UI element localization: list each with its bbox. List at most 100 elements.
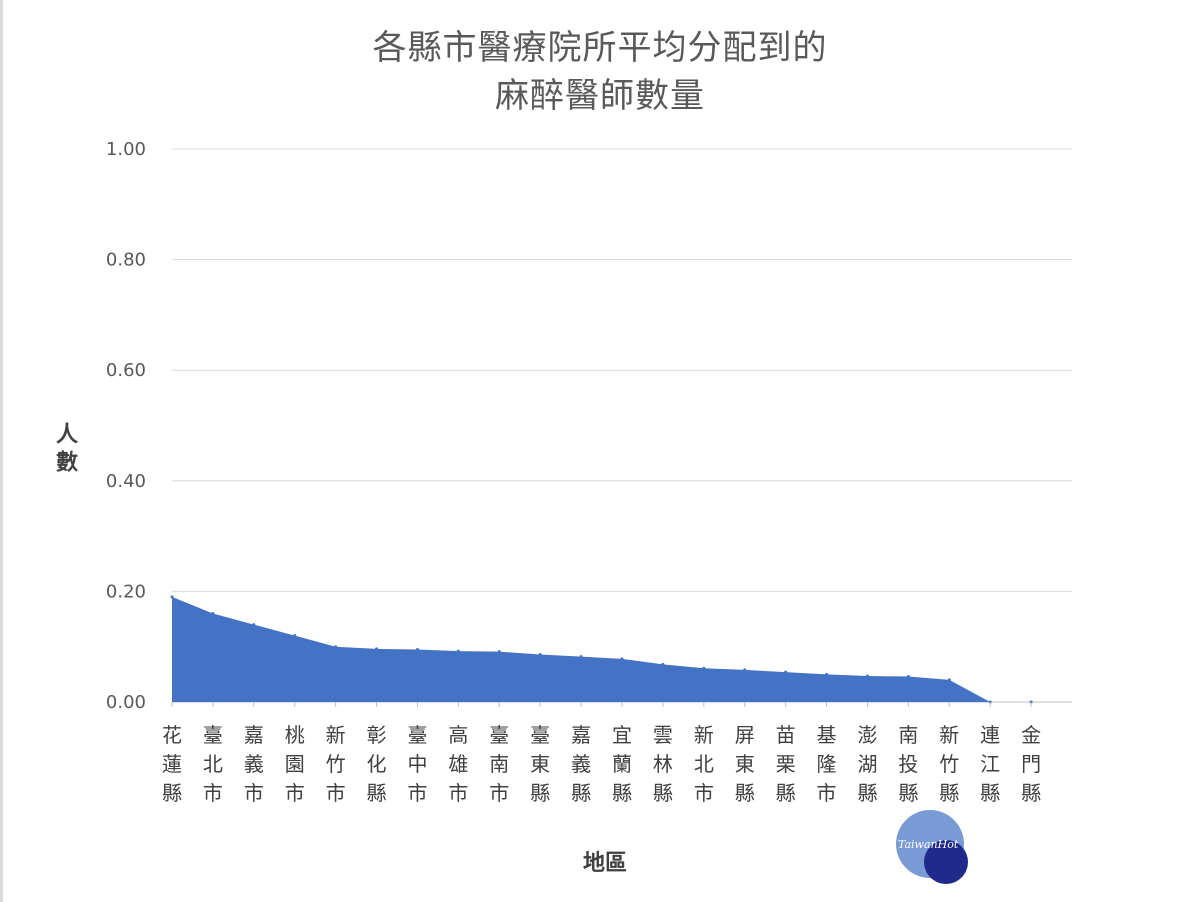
x-tick-char: 彰 [367, 723, 387, 747]
x-tick-char: 縣 [367, 781, 387, 805]
x-tick-char: 苗 [776, 723, 796, 747]
x-tick-char: 南 [489, 752, 509, 776]
data-point [293, 634, 297, 638]
x-tick-label: 臺北市 [203, 723, 223, 805]
x-tick-label: 臺東縣 [530, 723, 550, 805]
x-tick-char: 竹 [939, 752, 959, 776]
data-point [620, 657, 624, 661]
x-tick-char: 江 [980, 752, 1000, 776]
taiwanhot-logo: TaiwanHot [896, 810, 976, 884]
data-point [334, 645, 338, 649]
x-tick-char: 南 [898, 723, 918, 747]
x-tick-char: 東 [735, 752, 755, 776]
chart-title-line-2: 麻醉醫師數量 [495, 76, 705, 116]
y-tick-label: 0.40 [106, 471, 146, 492]
x-tick-label: 臺中市 [407, 723, 427, 805]
x-tick-label: 宜蘭縣 [612, 723, 632, 805]
x-tick-char: 屏 [735, 723, 755, 747]
x-tick-char: 縣 [735, 781, 755, 805]
x-tick-label: 澎湖縣 [857, 723, 877, 805]
x-tick-char: 臺 [203, 723, 223, 747]
data-point [375, 647, 379, 651]
x-tick-char: 縣 [776, 781, 796, 805]
x-tick-char: 縣 [857, 781, 877, 805]
x-tick-char: 金 [1021, 723, 1041, 747]
x-tick-label: 桃園市 [285, 723, 305, 805]
data-point [947, 678, 951, 682]
x-tick-char: 臺 [407, 723, 427, 747]
x-tick-label: 新竹縣 [939, 723, 959, 805]
data-point [170, 595, 174, 599]
x-tick-char: 新 [939, 723, 959, 747]
x-tick-char: 北 [203, 752, 223, 776]
x-tick-char: 隆 [817, 752, 837, 776]
x-tick-label: 南投縣 [898, 723, 918, 805]
x-tick-char: 嘉 [571, 723, 591, 747]
x-tick-label: 新北市 [694, 723, 714, 805]
data-point [865, 674, 869, 678]
x-tick-char: 蘭 [612, 752, 632, 776]
x-tick-char: 市 [203, 781, 223, 805]
x-axis-label: 地區 [582, 851, 627, 876]
x-tick-char: 市 [448, 781, 468, 805]
x-tick-char: 蓮 [162, 752, 182, 776]
x-tick-label: 屏東縣 [735, 723, 755, 805]
x-tick-char: 縣 [980, 781, 1000, 805]
data-point [415, 647, 419, 651]
x-tick-char: 林 [653, 752, 673, 776]
x-tick-char: 縣 [571, 781, 591, 805]
x-tick-char: 新 [326, 723, 346, 747]
x-tick-label: 金門縣 [1021, 723, 1041, 805]
x-tick-label: 連江縣 [980, 723, 1000, 805]
data-point [497, 650, 501, 654]
data-point [579, 655, 583, 659]
x-tick-char: 高 [448, 723, 468, 747]
x-tick-char: 縣 [939, 781, 959, 805]
x-tick-char: 市 [817, 781, 837, 805]
x-tick-label: 臺南市 [489, 723, 509, 805]
y-tick-label: 0.00 [106, 692, 146, 713]
x-tick-char: 市 [489, 781, 509, 805]
x-tick-char: 市 [285, 781, 305, 805]
x-tick-char: 市 [694, 781, 714, 805]
x-tick-label: 花蓮縣 [162, 723, 182, 805]
x-tick-label: 嘉義市 [244, 723, 264, 805]
data-point [252, 623, 256, 627]
data-point [538, 652, 542, 656]
x-tick-char: 縣 [653, 781, 673, 805]
x-tick-char: 化 [367, 752, 387, 776]
x-tick-char: 嘉 [244, 723, 264, 747]
x-tick-char: 澎 [857, 723, 877, 747]
data-point [743, 668, 747, 672]
x-tick-label: 嘉義縣 [571, 723, 591, 805]
x-tick-label: 雲林縣 [653, 723, 673, 805]
data-point [661, 662, 665, 666]
area-series [172, 596, 1032, 702]
logo-text: TaiwanHot [898, 838, 959, 851]
x-tick-label: 彰化縣 [367, 723, 387, 805]
y-tick-label: 0.20 [106, 581, 146, 602]
data-point [784, 670, 788, 674]
data-point [825, 672, 829, 676]
x-tick-char: 宜 [612, 723, 632, 747]
x-tick-char: 雲 [653, 723, 673, 747]
x-tick-char: 栗 [776, 752, 796, 776]
x-tick-label: 高雄市 [448, 723, 468, 805]
x-tick-char: 臺 [489, 723, 509, 747]
x-tick-char: 市 [244, 781, 264, 805]
x-tick-char: 湖 [857, 752, 877, 776]
x-tick-char: 投 [898, 752, 918, 776]
data-point [456, 649, 460, 653]
data-point [906, 675, 910, 679]
x-tick-char: 縣 [898, 781, 918, 805]
x-tick-char: 園 [285, 752, 305, 776]
x-tick-char: 竹 [326, 752, 346, 776]
x-tick-char: 門 [1021, 752, 1041, 776]
x-tick-char: 縣 [612, 781, 632, 805]
y-tick-label: 0.80 [106, 250, 146, 271]
x-tick-char: 縣 [162, 781, 182, 805]
data-point [702, 666, 706, 670]
chart-title-line-1: 各縣市醫療院所平均分配到的 [372, 28, 828, 68]
